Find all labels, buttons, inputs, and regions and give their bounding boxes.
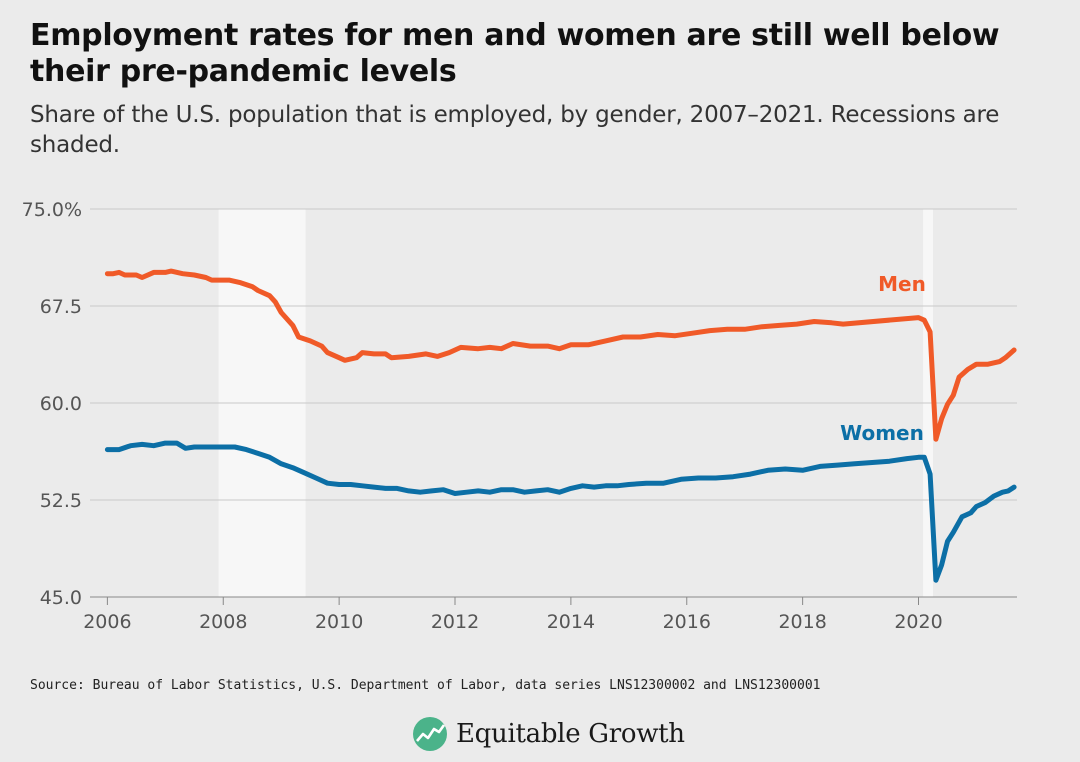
series-line-men xyxy=(104,268,1017,442)
x-tick-label-7: 2020 xyxy=(894,611,942,633)
x-tick-label-0: 2006 xyxy=(83,611,131,633)
series-line-women xyxy=(104,440,1017,583)
x-tick-label-6: 2018 xyxy=(778,611,826,633)
series-label-men: Men xyxy=(878,272,926,296)
y-tick-label-3: 67.5 xyxy=(40,296,82,318)
y-tick-label-1: 52.5 xyxy=(40,490,82,512)
x-tick-label-5: 2016 xyxy=(663,611,711,633)
logo-text: Equitable Growth xyxy=(456,719,685,749)
x-tick-label-3: 2012 xyxy=(431,611,479,633)
chart-subtitle: Share of the U.S. population that is emp… xyxy=(30,102,1000,158)
source-note: Source: Bureau of Labor Statistics, U.S.… xyxy=(30,678,821,693)
chart-title: Employment rates for men and women are s… xyxy=(30,18,1000,89)
x-tick-label-2: 2010 xyxy=(315,611,363,633)
y-tick-label-0: 45.0 xyxy=(40,587,82,609)
x-tick-label-4: 2014 xyxy=(547,611,595,633)
y-tick-label-4: 75.0% xyxy=(22,199,82,221)
growth-leaf-icon xyxy=(413,717,447,751)
series-label-women: Women xyxy=(840,421,924,445)
x-tick-label-1: 2008 xyxy=(199,611,247,633)
y-tick-label-2: 60.0 xyxy=(40,393,82,415)
equitable-growth-logo: Equitable Growth xyxy=(412,714,685,754)
employment-line-chart: 45.0 52.5 60.0 67.5 75.0% 2006 2008 2010 2012 201… xyxy=(22,199,1017,633)
